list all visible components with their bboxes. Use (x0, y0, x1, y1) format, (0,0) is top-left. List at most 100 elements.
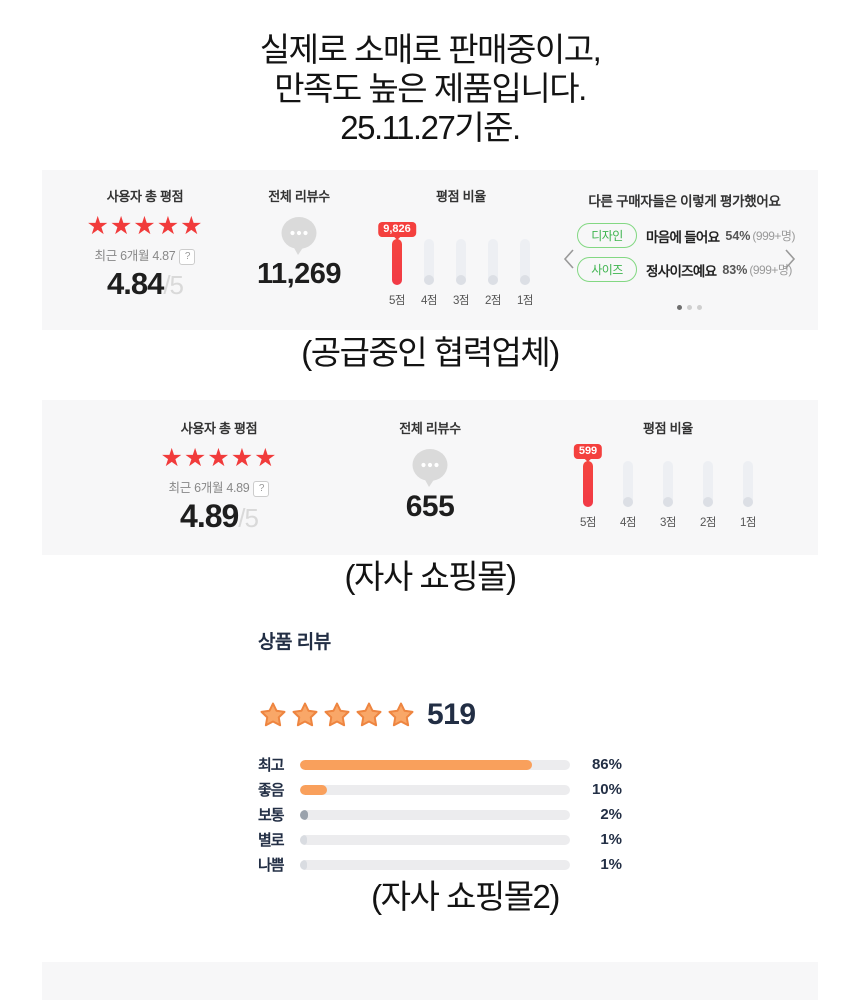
heading-line-1: 실제로 소매로 판매중이고, (259, 31, 602, 68)
speech-bubble-icon (360, 448, 500, 488)
recent-rating-value: 최근 6개월 4.89 (168, 481, 250, 495)
rating-bar-label: 3점 (453, 295, 469, 307)
review-count-title: 전체 리뷰수 (268, 189, 330, 204)
rating-bar-2: 2점 (477, 239, 509, 308)
evaluation-item: 디자인 마음에 들어요 54% (999+명) (577, 223, 795, 248)
rating-bar-fill (392, 239, 402, 285)
chart-row: 나쁨 1% (258, 852, 622, 877)
recent-rating-text: 최근 6개월 4.87? (54, 245, 236, 265)
star-icon (388, 702, 414, 727)
review-count-column: 전체 리뷰수 655 (360, 400, 500, 524)
rating-bar-fill (583, 461, 593, 507)
rating-bar-label: 3점 (660, 517, 676, 529)
chart-row-fill (300, 834, 307, 845)
chart-row-percent: 1% (600, 856, 622, 873)
rating-bar-1: 1점 (728, 461, 768, 530)
red-stars-icon: ★★★★★ (86, 212, 204, 240)
rating-bar-track (456, 239, 466, 285)
buyer-evaluation-title: 다른 구매자들은 이렇게 평가했어요 (588, 194, 781, 209)
rating-bar-track (743, 461, 753, 507)
chart-row: 보통 2% (258, 802, 622, 827)
rating-bar-5: 9,826 5점 (378, 222, 416, 308)
chart-row-percent: 2% (600, 806, 622, 823)
recent-rating-value: 최근 6개월 4.87 (94, 249, 176, 263)
score-outof: /5 (238, 503, 259, 533)
product-review-count: 519 (427, 698, 476, 731)
chart-row-label: 보통 (258, 807, 285, 824)
rating-bar-track (623, 461, 633, 507)
review-count-value: 11,269 (256, 258, 342, 290)
rating-bar-label: 2점 (485, 295, 501, 307)
review-count-value: 655 (405, 490, 455, 523)
review-count-title: 전체 리뷰수 (399, 421, 461, 436)
product-review-section: 상품 리뷰 519 최고 86% 좋음 10% 보통 2% (258, 630, 622, 877)
rating-bar-1: 1점 (509, 239, 541, 308)
rating-bar-dot (424, 275, 434, 285)
chart-row-label: 별로 (258, 832, 285, 849)
rating-count-badge: 599 (573, 444, 603, 459)
product-review-title: 상품 리뷰 (258, 632, 331, 653)
rating-bar-label: 4점 (421, 295, 437, 307)
rating-bar-2: 2점 (688, 461, 728, 530)
carousel-dot[interactable] (677, 305, 682, 310)
rating-bar-track (520, 239, 530, 285)
chart-row-track (300, 809, 570, 820)
chart-row: 별로 1% (258, 827, 622, 852)
carousel-dot[interactable] (697, 305, 702, 310)
rating-bar-dot (663, 497, 673, 507)
rating-bar-5: 599 5점 (568, 444, 608, 530)
chevron-left-icon[interactable] (562, 248, 575, 275)
score-row: 4.84/5 (54, 266, 236, 308)
chart-row-percent: 86% (591, 756, 622, 773)
rating-ratio-column: 평점 비율 9,826 5점 4점 3점 2점 (378, 170, 541, 308)
chart-row: 좋음 10% (258, 777, 622, 802)
chart-row-fill (300, 759, 533, 770)
chart-row-track (300, 759, 570, 770)
chart-row-fill (300, 809, 309, 820)
evaluation-text: 마음에 들어요 (646, 229, 720, 245)
rating-bar-dot (703, 497, 713, 507)
heading-line-3: 25.11.27기준. (340, 109, 521, 146)
rating-bar-dot (488, 275, 498, 285)
rating-bar-4: 4점 (608, 461, 648, 530)
user-rating-title: 사용자 총 평점 (106, 189, 184, 204)
chart-row-label: 좋음 (258, 782, 285, 799)
tag-pill-design: 디자인 (577, 223, 637, 248)
user-rating-title: 사용자 총 평점 (180, 421, 258, 436)
rating-bar-track (424, 239, 434, 285)
speech-bubble-icon (234, 216, 364, 256)
evaluation-item: 사이즈 정사이즈예요 83% (999+명) (577, 257, 792, 282)
rating-bar-dot (520, 275, 530, 285)
heading-line-2: 만족도 높은 제품입니다. (274, 70, 587, 107)
own-mall-stats-panel: 사용자 총 평점 ★★★★★ 최근 6개월 4.89? 4.89/5 전체 리뷰… (42, 400, 818, 555)
score-outof: /5 (163, 270, 184, 300)
buyer-evaluation-column: 다른 구매자들은 이렇게 평가했어요 디자인 마음에 들어요 54% (999+… (577, 170, 795, 291)
user-rating-column: 사용자 총 평점 ★★★★★ 최근 6개월 4.89? 4.89/5 (129, 400, 309, 541)
chart-row-fill (300, 784, 327, 795)
evaluation-count: (999+명) (752, 229, 795, 243)
rating-ratio-chart: 599 5점 4점 3점 2점 1점 (568, 444, 768, 530)
chart-row-percent: 1% (600, 831, 622, 848)
rating-bar-label: 4점 (620, 517, 636, 529)
evaluation-percent: 83% (722, 262, 748, 277)
rating-bar-dot (623, 497, 633, 507)
evaluation-percent: 54% (725, 228, 751, 243)
carousel-dots (582, 297, 797, 315)
rating-bar-dot (743, 497, 753, 507)
carousel-dot[interactable] (687, 305, 692, 310)
rating-bar-label: 2점 (700, 517, 716, 529)
rating-bar-label: 5점 (580, 517, 596, 529)
chart-row-fill (300, 859, 307, 870)
evaluation-count: (999+명) (749, 263, 792, 277)
rating-bar-dot (456, 275, 466, 285)
chart-row-track (300, 834, 570, 845)
chevron-right-icon[interactable] (784, 248, 797, 275)
tag-pill-size: 사이즈 (577, 257, 637, 282)
chart-row-label: 나쁨 (258, 857, 285, 874)
help-icon[interactable]: ? (253, 481, 270, 497)
rating-ratio-chart: 9,826 5점 4점 3점 2점 1점 (378, 222, 541, 308)
score-row: 4.89/5 (129, 498, 309, 541)
help-icon[interactable]: ? (179, 249, 196, 265)
product-review-chart: 최고 86% 좋음 10% 보통 2% 별로 1% 나쁨 (258, 752, 622, 877)
